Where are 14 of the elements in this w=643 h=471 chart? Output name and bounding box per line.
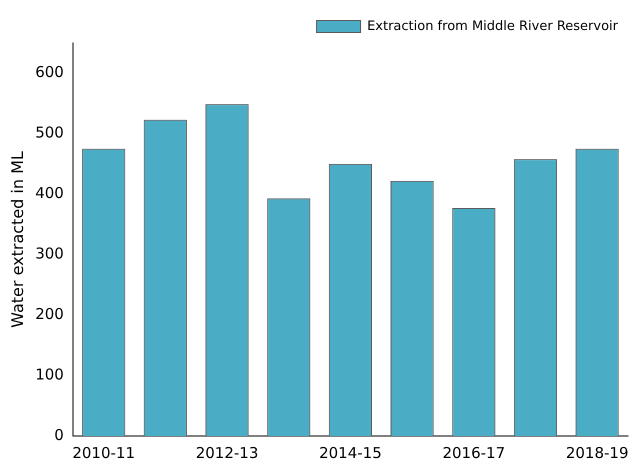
x-tick-label: 2010-11	[72, 444, 136, 462]
x-tick-label: 2014-15	[319, 444, 382, 462]
y-tick-label: 200	[35, 304, 64, 323]
x-tick-label: 2012-13	[196, 444, 258, 462]
y-tick-label: 100	[35, 365, 64, 384]
y-tick-label: 600	[35, 63, 64, 82]
y-tick-label: 400	[35, 184, 64, 202]
legend-label: Extraction from Middle River Reservoir	[367, 18, 619, 34]
y-axis-title: Water extracted in ML	[8, 151, 27, 328]
y-tick-label: 500	[35, 124, 64, 142]
y-tick-label: 300	[35, 244, 64, 263]
y-tick-label: 0	[54, 426, 64, 444]
x-tick-label: 2016-17	[442, 444, 506, 462]
x-tick-label: 2018-19	[566, 444, 628, 462]
